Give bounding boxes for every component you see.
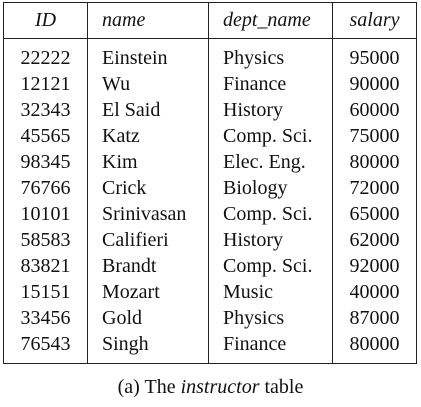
cell-id: 22222 — [3, 45, 88, 71]
cell-dept-name: Comp. Sci. — [208, 253, 333, 279]
cell-dept-name: Physics — [208, 305, 333, 331]
table-header-row: ID name dept_name salary — [3, 2, 417, 39]
cell-name: Mozart — [87, 279, 209, 305]
cell-salary: 62000 — [332, 227, 417, 253]
cell-salary: 75000 — [332, 123, 417, 149]
table-row: 76543 Singh Finance 80000 — [3, 331, 417, 357]
caption-prefix: (a) The — [117, 376, 181, 398]
table-row: 58583 Califieri History 62000 — [3, 227, 417, 253]
cell-name: El Said — [87, 97, 209, 123]
cell-name: Kim — [87, 149, 209, 175]
cell-salary: 92000 — [332, 253, 417, 279]
cell-id: 33456 — [3, 305, 88, 331]
cell-id: 45565 — [3, 123, 88, 149]
cell-name: Califieri — [87, 227, 209, 253]
table-row: 45565 Katz Comp. Sci. 75000 — [3, 123, 417, 149]
cell-salary: 80000 — [332, 331, 417, 357]
table-row: 10101 Srinivasan Comp. Sci. 65000 — [3, 201, 417, 227]
cell-name: Gold — [87, 305, 209, 331]
cell-id: 76766 — [3, 175, 88, 201]
cell-dept-name: Finance — [208, 71, 333, 97]
table-row: 15151 Mozart Music 40000 — [3, 279, 417, 305]
cell-name: Einstein — [87, 45, 209, 71]
cell-dept-name: Comp. Sci. — [208, 123, 333, 149]
table-caption: (a) The instructor table — [0, 373, 421, 401]
cell-name: Crick — [87, 175, 209, 201]
table-row: 33456 Gold Physics 87000 — [3, 305, 417, 331]
table-bottom-spacer — [3, 357, 417, 364]
cell-id: 83821 — [3, 253, 88, 279]
cell-name: Brandt — [87, 253, 209, 279]
caption-emphasis: instructor — [180, 376, 260, 398]
instructor-table-container: ID name dept_name salary 22222 Einstein … — [3, 2, 417, 368]
table-row: 32343 El Said History 60000 — [3, 97, 417, 123]
table-top-spacer — [3, 38, 417, 45]
cell-salary: 90000 — [332, 71, 417, 97]
table-row: 83821 Brandt Comp. Sci. 92000 — [3, 253, 417, 279]
cell-dept-name: History — [208, 227, 333, 253]
cell-salary: 65000 — [332, 201, 417, 227]
table-row: 12121 Wu Finance 90000 — [3, 71, 417, 97]
cell-salary: 95000 — [332, 45, 417, 71]
cell-salary: 40000 — [332, 279, 417, 305]
cell-id: 98345 — [3, 149, 88, 175]
cell-salary: 87000 — [332, 305, 417, 331]
cell-name: Katz — [87, 123, 209, 149]
instructor-table: ID name dept_name salary 22222 Einstein … — [3, 2, 417, 364]
cell-salary: 60000 — [332, 97, 417, 123]
cell-salary: 72000 — [332, 175, 417, 201]
cell-dept-name: History — [208, 97, 333, 123]
table-row: 76766 Crick Biology 72000 — [3, 175, 417, 201]
cell-salary: 80000 — [332, 149, 417, 175]
cell-name: Srinivasan — [87, 201, 209, 227]
cell-dept-name: Comp. Sci. — [208, 201, 333, 227]
table-row: 22222 Einstein Physics 95000 — [3, 45, 417, 71]
cell-id: 15151 — [3, 279, 88, 305]
cell-dept-name: Finance — [208, 331, 333, 357]
header-salary: salary — [332, 2, 417, 39]
cell-id: 76543 — [3, 331, 88, 357]
caption-suffix: table — [259, 376, 304, 398]
header-name: name — [87, 2, 209, 39]
cell-dept-name: Elec. Eng. — [208, 149, 333, 175]
header-id: ID — [3, 2, 88, 39]
cell-id: 58583 — [3, 227, 88, 253]
cell-dept-name: Music — [208, 279, 333, 305]
cell-dept-name: Biology — [208, 175, 333, 201]
header-dept-name: dept_name — [208, 2, 333, 39]
cell-name: Singh — [87, 331, 209, 357]
cell-dept-name: Physics — [208, 45, 333, 71]
cell-id: 32343 — [3, 97, 88, 123]
cell-name: Wu — [87, 71, 209, 97]
table-row: 98345 Kim Elec. Eng. 80000 — [3, 149, 417, 175]
cell-id: 12121 — [3, 71, 88, 97]
cell-id: 10101 — [3, 201, 88, 227]
